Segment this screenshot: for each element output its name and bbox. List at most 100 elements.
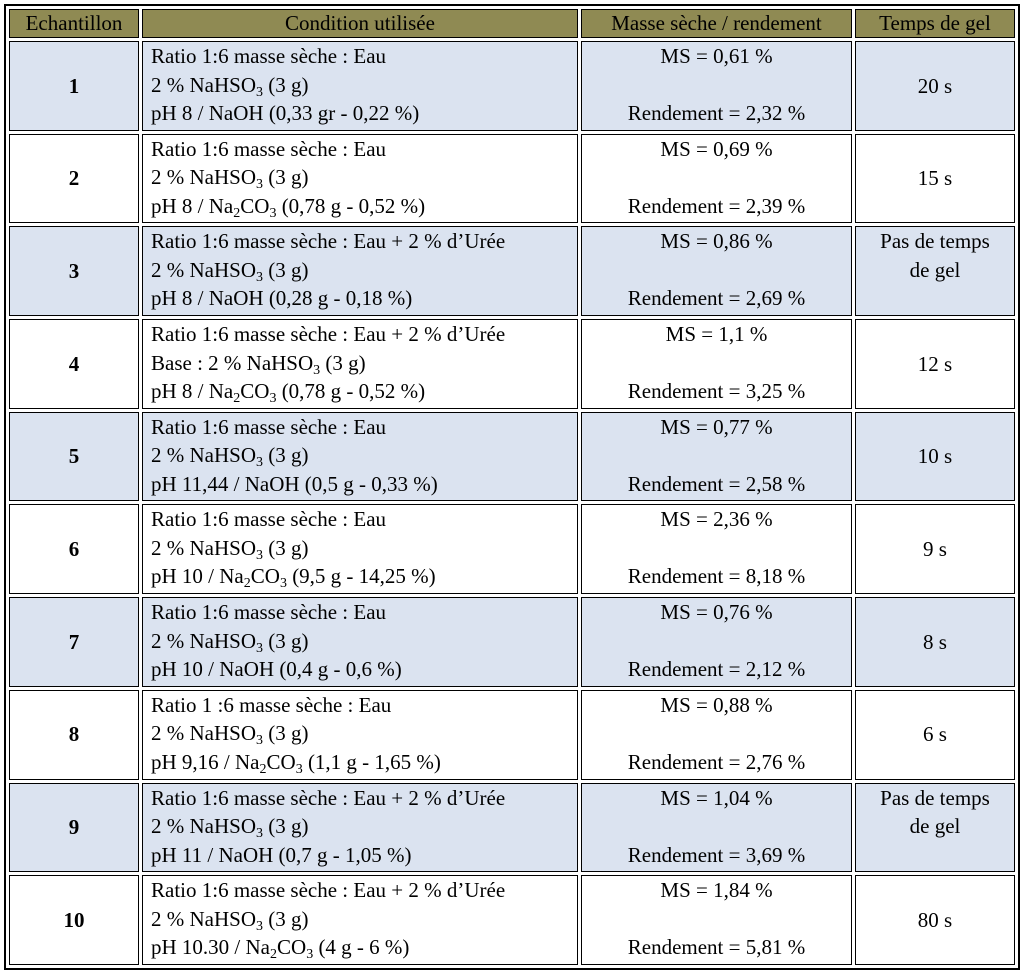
condition-cell: Ratio 1:6 masse sèche : Eau 2 % NaHSO3 (3… [142,597,578,687]
sample-number: 9 [9,782,139,873]
condition-line: Ratio 1:6 masse sèche : Eau + 2 % d’Urée [151,878,506,903]
header-mass-yield: Masse sèche / rendement [581,9,852,38]
dry-mass-value: MS = 0,69 % [660,136,773,161]
yield-value: Rendement = 2,12 % [627,657,806,682]
gel-time-value: Pas de temps [880,229,990,254]
gel-time-value: 10 s [917,444,953,469]
condition-line: Ratio 1:6 masse sèche : Eau [151,136,387,161]
table-row: 5 Ratio 1:6 masse sèche : Eau 2 % NaHSO3 (… [9,411,1015,502]
table-body: 1 Ratio 1:6 masse sèche : Eau 2 % NaHSO3 (… [9,41,1015,965]
table-row: 3 Ratio 1:6 masse sèche : Eau + 2 % d’Uré… [9,226,1015,317]
mass-yield-cell: MS = 0,69 % Rendement = 2,39 % [581,133,852,224]
condition-line: Ratio 1:6 masse sèche : Eau [151,600,387,625]
yield-value: Rendement = 3,69 % [627,842,806,867]
dry-mass-value: MS = 1,1 % [665,322,768,347]
condition-line: 2 % NaHSO3 (3 g) [151,535,309,563]
condition-cell: Ratio 1:6 masse sèche : Eau + 2 % d’Urée… [142,319,578,409]
mass-yield-cell: MS = 0,77 % Rendement = 2,58 % [581,411,852,502]
condition-line: Ratio 1:6 masse sèche : Eau [151,507,387,532]
gel-time-value: 15 s [917,166,953,191]
condition-line: pH 8 / Na2CO3 (0,78 g - 0,52 %) [151,379,426,407]
gel-time-cell: 20 s [855,41,1015,131]
gel-time-cell: 6 s [855,689,1015,780]
results-table: Echantillon Condition utilisée Masse sèc… [4,4,1020,970]
condition-line: pH 8 / NaOH (0,28 g - 0,18 %) [151,286,413,311]
mass-yield-cell: MS = 2,36 % Rendement = 8,18 % [581,504,852,595]
condition-line: 2 % NaHSO3 (3 g) [151,628,309,656]
sample-number: 8 [9,689,139,780]
table-row: 9 Ratio 1:6 masse sèche : Eau + 2 % d’Uré… [9,782,1015,873]
gel-time-value: Pas de temps [880,785,990,810]
condition-cell: Ratio 1:6 masse sèche : Eau + 2 % d’Urée… [142,782,578,873]
gel-time-value: 8 s [923,629,947,654]
condition-line: 2 % NaHSO3 (3 g) [151,257,309,285]
gel-time-value: 6 s [923,722,947,747]
condition-cell: Ratio 1:6 masse sèche : Eau + 2 % d’Urée… [142,226,578,317]
dry-mass-value: MS = 1,84 % [660,878,773,903]
condition-cell: Ratio 1:6 masse sèche : Eau 2 % NaHSO3 (3… [142,133,578,224]
mass-yield-cell: MS = 0,88 % Rendement = 2,76 % [581,689,852,780]
gel-time-cell: Pas de temps de gel [855,226,1015,317]
condition-line: 2 % NaHSO3 (3 g) [151,72,309,100]
table-row: 8 Ratio 1 :6 masse sèche : Eau 2 % NaHSO3 … [9,689,1015,780]
condition-line: 2 % NaHSO3 (3 g) [151,165,309,193]
mass-yield-cell: MS = 1,84 % Rendement = 5,81 % [581,875,852,965]
sample-number: 10 [9,875,139,965]
condition-line: Ratio 1:6 masse sèche : Eau + 2 % d’Urée [151,229,506,254]
sample-number: 7 [9,597,139,687]
condition-line: Ratio 1:6 masse sèche : Eau + 2 % d’Urée [151,322,506,347]
table-row: 6 Ratio 1:6 masse sèche : Eau 2 % NaHSO3 (… [9,504,1015,595]
sample-number: 3 [9,226,139,317]
gel-time-cell: 10 s [855,411,1015,502]
gel-time-value: 20 s [917,73,953,98]
condition-line: pH 11,44 / NaOH (0,5 g - 0,33 %) [151,471,438,496]
mass-yield-cell: MS = 0,76 % Rendement = 2,12 % [581,597,852,687]
condition-cell: Ratio 1:6 masse sèche : Eau 2 % NaHSO3 (3… [142,41,578,131]
dry-mass-value: MS = 0,76 % [660,600,773,625]
gel-time-cell: 8 s [855,597,1015,687]
condition-line: pH 10 / Na2CO3 (9,5 g - 14,25 %) [151,564,436,592]
gel-time-cell: 80 s [855,875,1015,965]
condition-line: pH 8 / Na2CO3 (0,78 g - 0,52 %) [151,193,426,221]
yield-value: Rendement = 3,25 % [627,379,806,404]
condition-line: 2 % NaHSO3 (3 g) [151,721,309,749]
condition-line: 2 % NaHSO3 (3 g) [151,814,309,841]
gel-time-value: 80 s [917,907,953,932]
condition-line: pH 11 / NaOH (0,7 g - 1,05 %) [151,842,412,867]
yield-value: Rendement = 2,76 % [627,749,806,774]
condition-line: Ratio 1:6 masse sèche : Eau [151,44,387,68]
condition-line: Ratio 1:6 masse sèche : Eau + 2 % d’Urée [151,785,506,810]
condition-line: 2 % NaHSO3 (3 g) [151,906,309,934]
table-row: 4 Ratio 1:6 masse sèche : Eau + 2 % d’Uré… [9,319,1015,409]
yield-value: Rendement = 2,69 % [627,286,806,311]
dry-mass-value: MS = 2,36 % [660,507,773,532]
condition-cell: Ratio 1:6 masse sèche : Eau + 2 % d’Urée… [142,875,578,965]
gel-time-value: 9 s [923,537,947,562]
gel-time-value: 12 s [917,351,953,376]
mass-yield-cell: MS = 1,04 % Rendement = 3,69 % [581,782,852,873]
condition-line: Ratio 1:6 masse sèche : Eau [151,414,387,439]
dry-mass-value: MS = 0,88 % [660,692,773,717]
table-row: 7 Ratio 1:6 masse sèche : Eau 2 % NaHSO3 (… [9,597,1015,687]
dry-mass-value: MS = 1,04 % [660,785,773,810]
gel-time-cell: 12 s [855,319,1015,409]
mass-yield-cell: MS = 0,86 % Rendement = 2,69 % [581,226,852,317]
yield-value: Rendement = 2,58 % [627,471,806,496]
mass-yield-cell: MS = 0,61 % Rendement = 2,32 % [581,41,852,131]
sample-number: 6 [9,504,139,595]
yield-value: Rendement = 2,32 % [627,101,806,125]
dry-mass-value: MS = 0,86 % [660,229,773,254]
yield-value: Rendement = 5,81 % [627,935,806,960]
gel-time-value: de gel [909,257,961,282]
condition-line: pH 10 / NaOH (0,4 g - 0,6 %) [151,657,402,682]
condition-line: pH 8 / NaOH (0,33 gr - 0,22 %) [151,101,420,125]
condition-cell: Ratio 1:6 masse sèche : Eau 2 % NaHSO3 (3… [142,504,578,595]
dry-mass-value: MS = 0,61 % [660,44,773,68]
header-sample: Echantillon [9,9,139,38]
header-gel-time: Temps de gel [855,9,1015,38]
condition-cell: Ratio 1:6 masse sèche : Eau 2 % NaHSO3 (3… [142,411,578,502]
header-condition: Condition utilisée [142,9,578,38]
condition-line: Base : 2 % NaHSO3 (3 g) [151,350,366,378]
yield-value: Rendement = 8,18 % [627,564,806,589]
condition-line: Ratio 1 :6 masse sèche : Eau [151,692,392,717]
